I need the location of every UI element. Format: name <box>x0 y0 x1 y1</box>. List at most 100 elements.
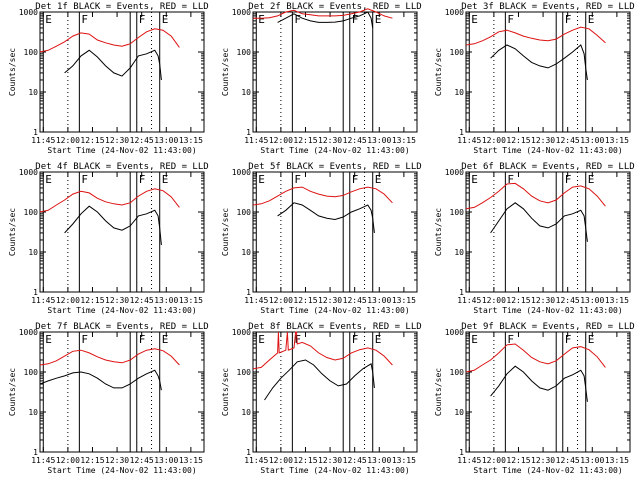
x-tick-label: 12:45 <box>130 136 154 145</box>
y-tick-label: 10 <box>454 408 464 417</box>
x-tick-label: 11:45 <box>457 296 481 305</box>
series-events-line <box>490 365 588 402</box>
x-tick-label: 11:45 <box>31 136 55 145</box>
y-axis-label: Counts/sec <box>434 48 443 96</box>
x-axis-label: Start Time (24-Nov-02 11:43:00) <box>47 466 196 475</box>
y-tick-label: 100 <box>24 368 39 377</box>
marker-label: F <box>81 173 88 186</box>
series-events-line <box>490 44 588 81</box>
marker-label: E <box>588 333 595 346</box>
marker-label: F <box>352 173 359 186</box>
x-tick-label: 12:30 <box>318 456 342 465</box>
marker-label: E <box>375 333 382 346</box>
y-tick-label: 10 <box>241 408 251 417</box>
marker-label: E <box>258 173 265 186</box>
y-tick-label: 1000 <box>19 168 38 177</box>
marker-label: F <box>507 333 514 346</box>
x-axis-label: Start Time (24-Nov-02 11:43:00) <box>47 146 196 155</box>
x-tick-label: 13:00 <box>367 136 391 145</box>
marker-label: E <box>588 13 595 26</box>
y-tick-label: 1 <box>459 128 464 137</box>
marker-label: F <box>565 13 572 26</box>
plot-frame <box>252 171 418 293</box>
y-tick-label: 1 <box>33 288 38 297</box>
y-axis-label: Counts/sec <box>8 48 17 96</box>
y-tick-label: 1 <box>246 448 251 457</box>
series-lld-line <box>252 186 393 206</box>
y-axis-label: Counts/sec <box>221 48 230 96</box>
series-lld-line <box>39 188 180 213</box>
y-axis-label: Counts/sec <box>8 368 17 416</box>
plot-frame <box>252 331 418 453</box>
y-tick-label: 1 <box>459 448 464 457</box>
x-tick-label: 12:15 <box>293 456 317 465</box>
x-tick-label: 13:15 <box>605 456 629 465</box>
y-tick-label: 10 <box>241 248 251 257</box>
series-events-line <box>39 369 162 391</box>
x-tick-label: 13:15 <box>605 136 629 145</box>
marker-label: F <box>294 13 301 26</box>
x-tick-label: 12:45 <box>343 456 367 465</box>
y-tick-label: 1 <box>33 128 38 137</box>
series-events-line <box>264 359 375 401</box>
x-tick-label: 13:00 <box>580 456 604 465</box>
x-tick-label: 11:45 <box>31 296 55 305</box>
y-tick-label: 100 <box>24 48 39 57</box>
x-tick-label: 12:45 <box>130 456 154 465</box>
x-tick-label: 13:15 <box>392 456 416 465</box>
x-tick-label: 12:00 <box>482 136 506 145</box>
y-tick-label: 1000 <box>445 328 464 337</box>
marker-label: F <box>565 173 572 186</box>
marker-label: F <box>294 173 301 186</box>
x-axis-label: Start Time (24-Nov-02 11:43:00) <box>47 306 196 315</box>
y-tick-label: 100 <box>450 368 465 377</box>
x-tick-label: 13:15 <box>179 456 203 465</box>
y-tick-label: 1000 <box>232 168 251 177</box>
x-axis-label: Start Time (24-Nov-02 11:43:00) <box>260 306 409 315</box>
x-tick-label: 13:00 <box>367 456 391 465</box>
y-tick-label: 10 <box>28 88 38 97</box>
x-tick-label: 13:00 <box>154 296 178 305</box>
series-lld-line <box>465 26 606 46</box>
y-axis-label: Counts/sec <box>221 208 230 256</box>
panel-title: Det 9f BLACK = Events, RED = LLD <box>461 322 634 332</box>
x-tick-label: 13:15 <box>179 136 203 145</box>
x-tick-label: 12:30 <box>531 296 555 305</box>
y-tick-label: 1 <box>246 288 251 297</box>
marker-label: F <box>507 173 514 186</box>
marker-label: F <box>81 13 88 26</box>
y-tick-label: 10 <box>241 88 251 97</box>
x-axis-label: Start Time (24-Nov-02 11:43:00) <box>260 146 409 155</box>
series-events-line <box>490 202 588 242</box>
y-tick-label: 100 <box>237 208 252 217</box>
x-tick-label: 12:15 <box>80 456 104 465</box>
x-tick-label: 12:00 <box>269 296 293 305</box>
plot-frame <box>39 331 205 453</box>
panel-title: Det 2f BLACK = Events, RED = LLD <box>248 2 421 12</box>
y-axis-label: Counts/sec <box>8 208 17 256</box>
x-axis-label: Start Time (24-Nov-02 11:43:00) <box>473 146 622 155</box>
panel-title: Det 8f BLACK = Events, RED = LLD <box>248 322 421 332</box>
x-tick-label: 12:30 <box>531 136 555 145</box>
x-tick-label: 12:45 <box>343 136 367 145</box>
plot-frame <box>465 11 631 133</box>
y-tick-label: 100 <box>450 48 465 57</box>
y-tick-label: 1000 <box>232 328 251 337</box>
marker-label: E <box>162 13 169 26</box>
x-tick-label: 13:15 <box>392 136 416 145</box>
x-tick-label: 12:30 <box>531 456 555 465</box>
x-tick-label: 12:00 <box>56 296 80 305</box>
series-lld-line <box>39 28 180 53</box>
marker-label: F <box>352 333 359 346</box>
x-tick-label: 12:15 <box>293 136 317 145</box>
x-tick-label: 13:00 <box>154 456 178 465</box>
x-tick-label: 12:15 <box>506 456 530 465</box>
x-axis-label: Start Time (24-Nov-02 11:43:00) <box>260 466 409 475</box>
